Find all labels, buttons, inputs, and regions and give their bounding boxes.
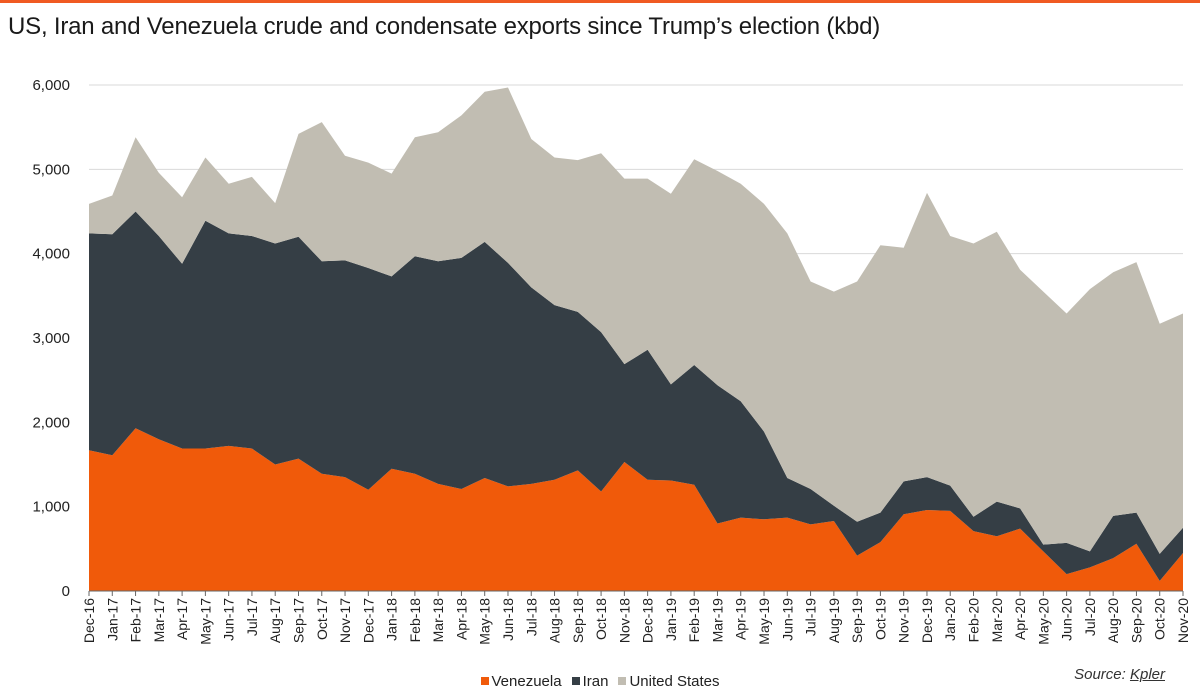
x-tick-label: Dec-18	[640, 598, 656, 643]
x-tick-label: Jul-20	[1082, 598, 1098, 636]
x-tick-label: May-20	[1035, 598, 1051, 645]
y-tick-label: 1,000	[32, 499, 70, 516]
x-tick-label: Sep-17	[290, 598, 306, 643]
x-tick-label: Sep-19	[849, 598, 865, 643]
x-tick-label: Mar-17	[151, 598, 167, 643]
legend-item-venezuela: Venezuela	[480, 672, 562, 690]
x-tick-label: Sep-20	[1128, 598, 1144, 643]
x-tick-label: Nov-19	[896, 598, 912, 643]
x-tick-label: Apr-19	[733, 598, 749, 640]
area-series	[89, 87, 1183, 591]
area-united-states	[89, 87, 1183, 554]
axes: 0 1,000 2,000 3,000 4,000 5,000 6,000 Dec-16 Jan…	[32, 77, 1191, 645]
x-tick-label: Oct-17	[314, 598, 330, 640]
x-tick-label: Aug-19	[826, 598, 842, 643]
chart-title: US, Iran and Venezuela crude and condens…	[8, 13, 881, 40]
legend-label-venezuela: Venezuela	[491, 672, 562, 690]
source-link-kpler[interactable]: Kpler	[1129, 666, 1165, 683]
x-tick-label: Apr-17	[174, 598, 190, 640]
x-tick-label: Feb-17	[128, 598, 144, 643]
legend-label-united-states: United States	[629, 672, 720, 690]
x-tick-label: Oct-20	[1152, 598, 1168, 640]
x-tick-label: Apr-20	[1012, 598, 1028, 640]
x-tick-label: Nov-17	[337, 598, 353, 643]
x-tick-label: Feb-19	[686, 598, 702, 643]
x-tick-label: Mar-20	[989, 598, 1005, 643]
x-tick-label: Jun-17	[221, 598, 237, 641]
top-accent-rule	[0, 0, 1200, 3]
source-prefix: Source:	[1074, 666, 1130, 683]
y-tick-label: 3,000	[32, 330, 70, 347]
x-tick-label: Aug-17	[267, 598, 283, 643]
source-note: Source: Kpler	[1074, 666, 1165, 683]
x-tick-label: Aug-20	[1105, 598, 1121, 643]
y-tick-label: 5,000	[32, 161, 70, 178]
x-tick-label: Jul-19	[803, 598, 819, 636]
x-tick-label: Jan-18	[384, 598, 400, 641]
legend-swatch-venezuela	[480, 677, 489, 685]
x-tick-label: Apr-18	[453, 598, 469, 640]
x-tick-label: Nov-20	[1175, 598, 1191, 643]
legend-swatch-united-states	[618, 677, 627, 685]
x-tick-label: Feb-18	[407, 598, 423, 643]
x-tick-label: Sep-18	[570, 598, 586, 643]
x-tick-label: Jan-19	[663, 598, 679, 641]
x-tick-label: Nov-18	[616, 598, 632, 643]
chart-legend: Venezuela Iran United States	[0, 670, 1200, 692]
legend-swatch-iran	[571, 677, 580, 685]
x-tick-label: Mar-18	[430, 598, 446, 643]
x-tick-label: Jun-19	[779, 598, 795, 641]
x-tick-label: Oct-18	[593, 598, 609, 640]
x-tick-label: Dec-17	[360, 598, 376, 643]
x-tick-label: Aug-18	[547, 598, 563, 643]
x-tick-label: Dec-19	[919, 598, 935, 643]
x-tick-label: Jun-18	[500, 598, 516, 641]
x-tick-label: Dec-16	[81, 598, 97, 643]
x-tick-label: May-19	[756, 598, 772, 645]
y-tick-label: 2,000	[32, 414, 70, 431]
y-tick-label: 0	[62, 583, 70, 600]
x-tick-label: Oct-19	[872, 598, 888, 640]
legend-label-iran: Iran	[582, 672, 609, 690]
x-tick-label: Feb-20	[966, 598, 982, 643]
y-tick-label: 4,000	[32, 246, 70, 263]
x-tick-label: Jul-17	[244, 598, 260, 636]
x-tick-label: Jul-18	[523, 598, 539, 636]
x-tick-label: Jun-20	[1059, 598, 1075, 641]
area-venezuela	[89, 428, 1183, 591]
x-tick-label: Jan-20	[942, 598, 958, 641]
legend-item-iran: Iran	[571, 672, 609, 690]
area-iran	[89, 211, 1183, 581]
x-tick-label: May-18	[477, 598, 493, 645]
x-tick-label: Jan-17	[104, 598, 120, 641]
legend-item-united-states: United States	[618, 672, 720, 690]
x-tick-label: May-17	[197, 598, 213, 645]
y-tick-label: 6,000	[32, 77, 70, 94]
x-tick-label: Mar-19	[709, 598, 725, 643]
